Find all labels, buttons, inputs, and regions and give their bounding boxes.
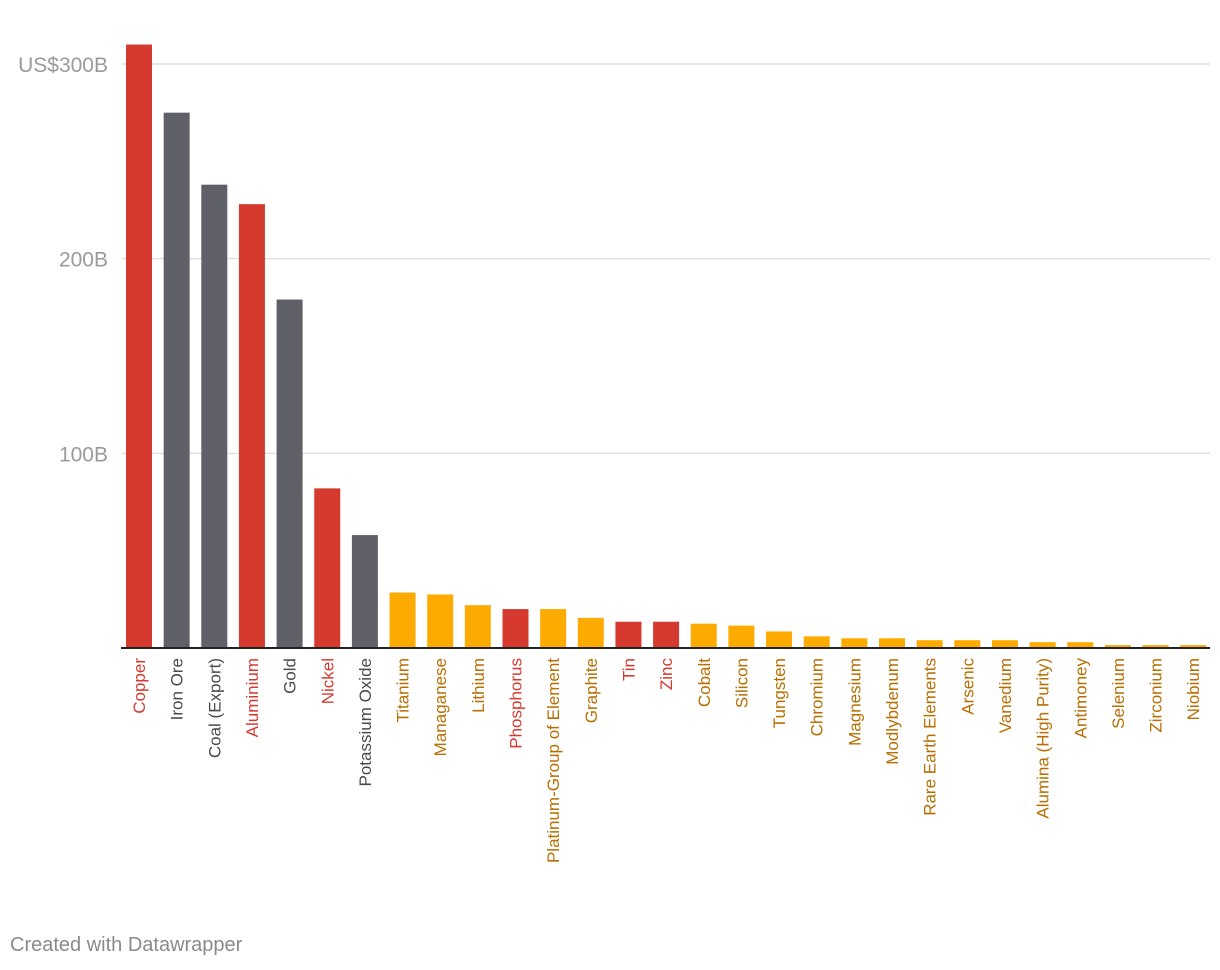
x-tick-label: Niobium <box>1184 658 1203 720</box>
bar <box>577 617 604 648</box>
category-labels: Copper Iron Ore Coal (Export) Aluminium Gold… <box>130 658 1203 864</box>
bar <box>1142 645 1169 648</box>
x-tick-label: Zinc <box>657 658 676 691</box>
bar <box>615 621 642 648</box>
x-tick-label: Copper <box>130 658 149 714</box>
x-tick-label: Modlybdenum <box>883 658 902 765</box>
bar <box>126 44 152 649</box>
x-tick-label: Titanium <box>394 658 413 723</box>
x-tick-label: Gold <box>281 658 300 694</box>
x-tick-label: Alumina (High Purity) <box>1034 658 1053 819</box>
bar <box>690 623 717 648</box>
bar <box>1104 645 1131 648</box>
x-tick-label: Arsenic <box>958 658 977 715</box>
bar <box>766 631 793 648</box>
x-tick-label: Zirconium <box>1147 658 1166 733</box>
bar <box>1029 642 1056 648</box>
x-tick-label: Rare Earth Elements <box>921 658 940 816</box>
x-tick-label: Cobalt <box>695 658 714 707</box>
bar <box>502 609 529 648</box>
x-tick-label: Vanedium <box>996 658 1015 733</box>
x-tick-label: Nickel <box>318 658 337 704</box>
x-tick-label: Iron Ore <box>168 658 187 720</box>
bar <box>163 112 190 648</box>
x-tick-label: Chromium <box>808 658 827 736</box>
x-tick-label: Platinum-Group of Element <box>544 658 563 863</box>
bar <box>841 638 868 648</box>
bar <box>803 636 830 648</box>
x-tick-label: Tungsten <box>770 658 789 728</box>
bar <box>427 594 454 648</box>
bar <box>728 625 755 648</box>
bar <box>314 488 341 648</box>
credit-text: Created with Datawrapper <box>10 934 243 956</box>
bar <box>879 638 905 648</box>
bar <box>389 592 416 648</box>
bar <box>351 535 378 648</box>
x-tick-label: Tin <box>619 658 638 681</box>
bar <box>540 609 567 648</box>
x-tick-label: Phosphorus <box>507 658 526 749</box>
bar <box>276 299 303 648</box>
y-tick-label: 200B <box>59 249 108 272</box>
x-tick-label: Antimoney <box>1071 658 1090 739</box>
bar <box>464 605 491 648</box>
bar <box>201 184 228 648</box>
gridlines: 100B 200B US$300B <box>18 54 1210 466</box>
x-tick-label: Potassium Oxide <box>356 658 375 787</box>
bar <box>991 640 1018 648</box>
y-tick-label: 100B <box>59 443 108 466</box>
bar <box>954 640 981 648</box>
x-tick-label: Coal (Export) <box>205 658 224 758</box>
bar <box>653 621 680 648</box>
x-tick-label: Silicon <box>732 658 751 708</box>
x-tick-label: Lithium <box>469 658 488 713</box>
bar <box>1180 645 1207 648</box>
x-tick-label: Selenium <box>1109 658 1128 729</box>
y-tick-label: US$300B <box>18 54 108 77</box>
bar <box>916 640 943 648</box>
x-tick-label: Magnesium <box>845 658 864 746</box>
bar <box>1067 642 1094 648</box>
bar <box>238 204 265 648</box>
x-tick-label: Aluminium <box>243 658 262 737</box>
bars <box>126 44 1207 649</box>
x-tick-label: Graphite <box>582 658 601 723</box>
x-tick-label: Managanese <box>431 658 450 756</box>
